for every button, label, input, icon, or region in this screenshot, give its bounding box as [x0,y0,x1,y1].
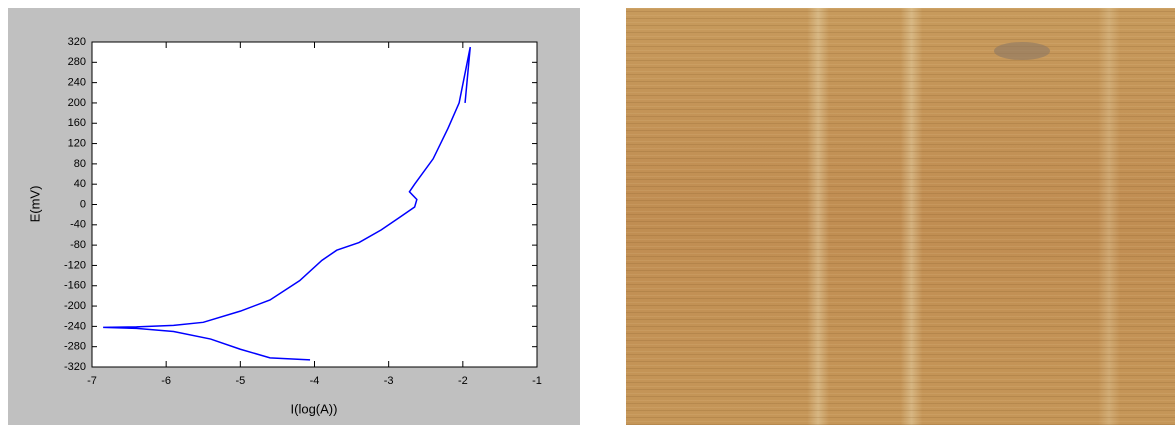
y-tick-label: -280 [64,341,86,353]
plot-area [91,41,538,368]
y-tick-label: -40 [70,219,86,231]
y-tick-label: 160 [68,117,86,129]
data-line [103,46,471,361]
x-axis-label: I(log(A)) [291,401,338,416]
x-tick-label: -4 [310,375,320,387]
y-tick-label: 80 [74,158,86,170]
y-tick-label: -120 [64,259,86,271]
y-tick-label: -80 [70,239,86,251]
x-tick-label: -6 [161,375,171,387]
y-axis-label: E(mV) [27,186,42,223]
x-tick-label: -3 [384,375,394,387]
surface-spot [994,42,1050,60]
x-tick-label: -7 [87,375,97,387]
y-tick-label: -160 [64,280,86,292]
x-tick-label: -5 [235,375,245,387]
y-tick-label: 240 [68,77,86,89]
y-tick-label: -200 [64,300,86,312]
y-tick-label: 40 [74,178,86,190]
y-tick-label: 0 [80,198,86,210]
y-tick-label: -320 [64,361,86,373]
x-tick-label: -2 [458,375,468,387]
y-tick-label: 120 [68,137,86,149]
micrograph [626,8,1175,425]
y-tick-label: 200 [68,97,86,109]
x-tick-label: -1 [532,375,542,387]
chart: I(log(A)) E(mV) -320-280-240-200-160-120… [8,8,580,425]
y-tick-label: -240 [64,320,86,332]
y-tick-label: 280 [68,56,86,68]
y-tick-label: 320 [68,36,86,48]
